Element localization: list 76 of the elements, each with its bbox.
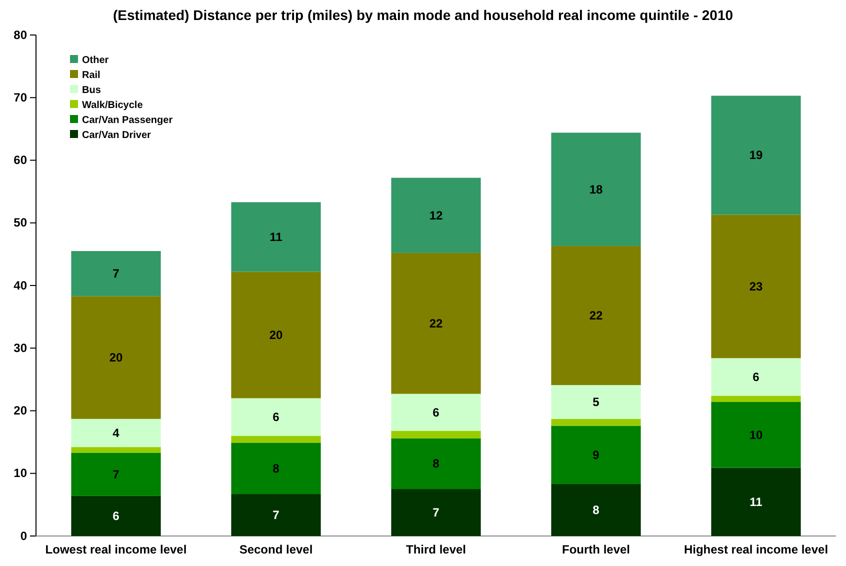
- data-label: 8: [432, 456, 440, 471]
- data-label: 11: [750, 494, 763, 509]
- bar: [231, 398, 321, 436]
- bar: [71, 296, 161, 419]
- bar: [551, 385, 641, 419]
- chart-title: (Estimated) Distance per trip (miles) by main mode and household real income quintile - 2010: [112, 7, 734, 23]
- bar: [71, 418, 161, 448]
- bar: [71, 496, 161, 536]
- x-tick-label: Lowest real income level: [45, 542, 187, 556]
- data-label: 7: [112, 467, 120, 482]
- bar: [391, 178, 481, 253]
- data-label: 7: [432, 506, 440, 520]
- legend-label: Car/Van Passenger: [82, 115, 173, 126]
- data-label: 22: [429, 316, 443, 330]
- data-label: 7: [112, 266, 120, 281]
- data-label: 8: [592, 503, 600, 518]
- data-label: 23: [749, 279, 763, 294]
- data-label: 20: [109, 350, 123, 365]
- data-label: 11: [270, 230, 283, 244]
- data-label: 9: [592, 448, 600, 462]
- data-label: 18: [589, 182, 603, 196]
- bar: [71, 251, 161, 296]
- x-tick-label: Second level: [239, 542, 313, 556]
- bar: [551, 132, 641, 246]
- data-label: 4: [112, 426, 120, 440]
- bar: [391, 252, 481, 394]
- data-label: 6: [272, 410, 280, 424]
- bar: [231, 202, 321, 272]
- bar: [231, 436, 321, 443]
- x-tick-label: Highest real income level: [684, 542, 828, 556]
- x-tick-label: Fourth level: [562, 542, 630, 556]
- data-label: 12: [429, 208, 443, 222]
- data-label: 6: [752, 370, 760, 384]
- data-label: 10: [749, 428, 763, 442]
- bar: [231, 442, 321, 494]
- legend-label: Bus: [82, 85, 102, 96]
- y-tick-label: 40: [14, 278, 28, 292]
- bar: [391, 489, 481, 536]
- legend-label: Walk/Bicycle: [82, 100, 144, 111]
- y-tick-label: 60: [14, 153, 28, 168]
- bar: [711, 96, 801, 215]
- bar: [711, 402, 801, 468]
- data-label: 20: [269, 328, 283, 342]
- data-label: 22: [589, 308, 603, 323]
- bar: [231, 494, 321, 536]
- bar: [711, 358, 801, 396]
- bar: [391, 430, 481, 438]
- y-tick-label: 50: [14, 216, 28, 230]
- bar: [391, 394, 481, 431]
- bar: [391, 438, 481, 490]
- bar: [551, 246, 641, 386]
- bar: [711, 468, 801, 536]
- bar: [231, 272, 321, 398]
- data-label: 6: [112, 508, 120, 523]
- bar: [551, 484, 641, 536]
- y-tick-label: 80: [14, 28, 28, 42]
- y-tick-label: 0: [20, 528, 28, 543]
- data-label: 5: [592, 394, 600, 409]
- bar: [551, 426, 641, 484]
- data-label: 7: [272, 508, 280, 522]
- data-label: 6: [432, 405, 440, 420]
- y-tick-label: 30: [14, 340, 28, 355]
- y-tick-label: 20: [14, 404, 28, 418]
- data-label: 8: [272, 461, 280, 476]
- data-label: 19: [749, 148, 763, 162]
- bar: [551, 418, 641, 426]
- legend-label: Car/Van Driver: [82, 130, 152, 141]
- y-tick-label: 70: [14, 90, 28, 104]
- bar: [71, 452, 161, 496]
- x-tick-label: Third level: [406, 542, 466, 556]
- bar: [711, 214, 801, 358]
- legend-label: Rail: [82, 70, 101, 81]
- y-tick-label: 10: [14, 466, 28, 480]
- legend-label: Other: [82, 55, 109, 66]
- bar: [711, 396, 801, 402]
- bar: [71, 447, 161, 453]
